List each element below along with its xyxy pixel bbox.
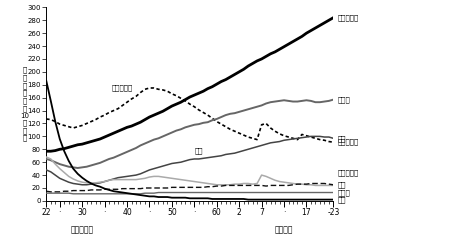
Text: 肺炎: 肺炎 xyxy=(338,135,346,142)
Text: 心疾患: 心疾患 xyxy=(338,96,350,103)
Text: 肺炎: 肺炎 xyxy=(194,148,203,154)
Text: 昭和・・年: 昭和・・年 xyxy=(71,225,94,234)
Text: 平成・年: 平成・年 xyxy=(275,225,293,234)
Text: 自殺: 自殺 xyxy=(338,182,346,188)
Text: 悪性新生物: 悪性新生物 xyxy=(338,14,359,21)
Text: 脳血管疾患: 脳血管疾患 xyxy=(112,85,133,91)
Text: 不慮の事故: 不慮の事故 xyxy=(338,170,359,176)
Text: 脳血管疾患: 脳血管疾患 xyxy=(338,139,359,146)
Text: 肝疾患: 肝疾患 xyxy=(338,189,350,196)
Text: 結核: 結核 xyxy=(338,196,346,203)
Y-axis label: 死
亡
率
（
人
口
10
万
対
）: 死 亡 率 （ 人 口 10 万 対 ） xyxy=(20,67,29,141)
